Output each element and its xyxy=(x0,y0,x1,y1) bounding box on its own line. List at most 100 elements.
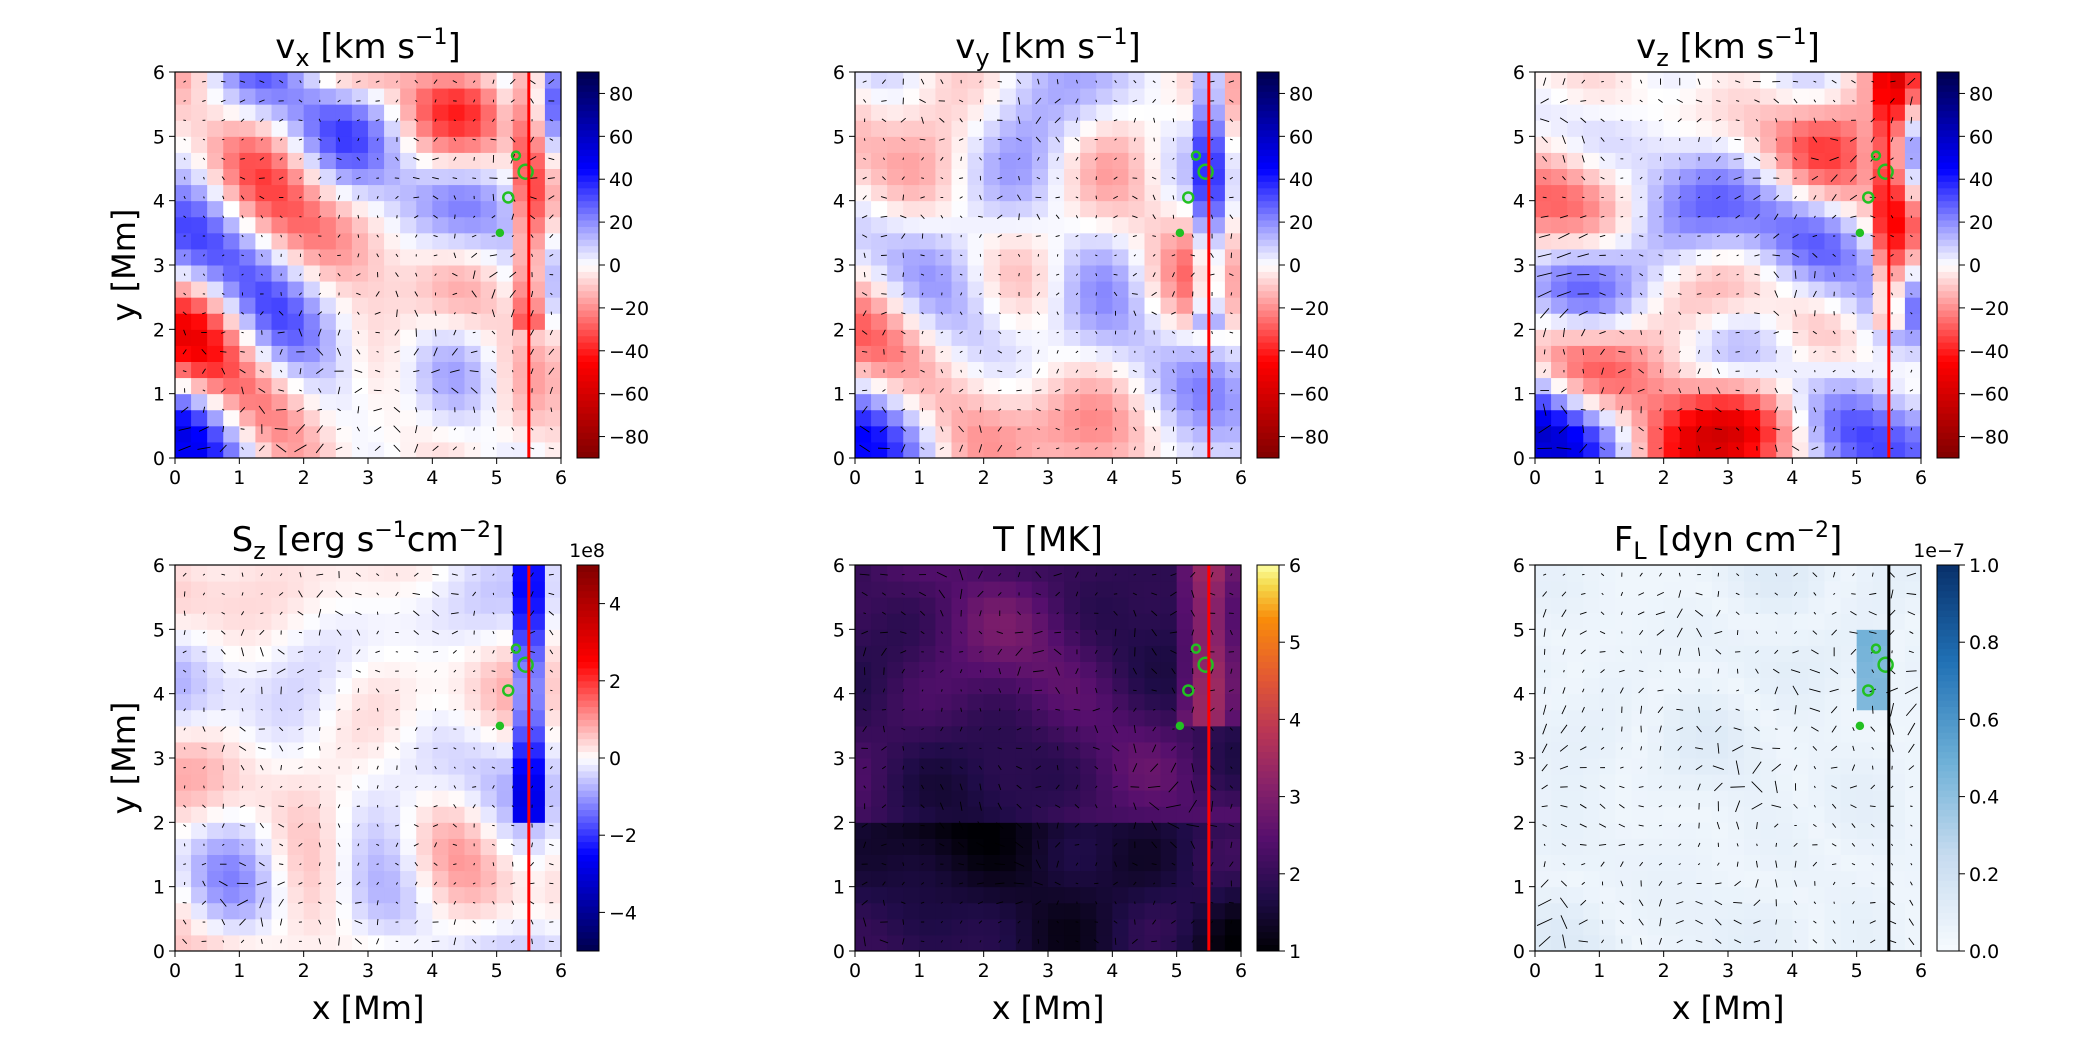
y-tick-label: 3 xyxy=(1513,255,1525,277)
x-tick-label: 6 xyxy=(1235,960,1247,982)
heatmap-cells xyxy=(855,565,1242,952)
x-tick-label: 1 xyxy=(233,960,245,982)
colorbar-tick-label: 40 xyxy=(1969,169,1993,191)
colorbar: 0.0 0.2 0.4 0.6 0.8 1.01e−7 xyxy=(1913,540,1999,963)
colorbar-tick-label: 1 xyxy=(1289,941,1301,963)
x-tick-label: 0 xyxy=(169,467,181,489)
colorbar-tick-label: 60 xyxy=(609,126,633,148)
panel-title: vx [km s−1] xyxy=(275,25,460,72)
y-tick-label: 0 xyxy=(1513,448,1525,470)
colorbar-tick-label: 80 xyxy=(1289,83,1313,105)
x-tick-label: 0 xyxy=(849,467,861,489)
x-tick-label: 1 xyxy=(1593,960,1605,982)
y-tick-label: 4 xyxy=(1513,684,1525,706)
colorbar-tick-label: −80 xyxy=(1969,427,2009,449)
y-tick-label: 2 xyxy=(833,319,845,341)
panel-title: FL [dyn cm−2] xyxy=(1614,518,1843,565)
x-tick-label: 1 xyxy=(1593,467,1605,489)
x-tick-label: 4 xyxy=(1786,467,1798,489)
colorbar-tick-label: 0 xyxy=(609,255,621,277)
y-tick-label: 3 xyxy=(153,255,165,277)
heatmap-cells xyxy=(1535,565,1922,952)
x-tick-label: 6 xyxy=(555,960,567,982)
colorbar-tick-label: 0.6 xyxy=(1969,709,1999,731)
colorbar-tick-label: 20 xyxy=(1289,212,1313,234)
y-tick-label: 6 xyxy=(153,62,165,84)
y-tick-label: 5 xyxy=(1513,126,1525,148)
y-tick-label: 2 xyxy=(833,812,845,834)
colorbar: −80 −60 −40 −20 0 20 40 60 80 xyxy=(576,71,649,459)
y-tick-label: 6 xyxy=(833,62,845,84)
panel-5: 0 1 2 3 4 5 6 0 1 2 3 4 5 6 x [Mm] T [MK] 1 2 3 4 5 6 xyxy=(833,520,1301,1027)
colorbar: −80 −60 −40 −20 0 20 40 60 80 xyxy=(1256,71,1329,459)
colorbar-tick-label: 3 xyxy=(1289,787,1301,809)
y-tick-label: 5 xyxy=(153,619,165,641)
x-tick-label: 0 xyxy=(1529,960,1541,982)
x-tick-label: 1 xyxy=(913,467,925,489)
colorbar: −80 −60 −40 −20 0 20 40 60 80 xyxy=(1936,71,2009,459)
colorbar-tick-label: 0 xyxy=(1289,255,1301,277)
y-tick-label: 4 xyxy=(153,191,165,213)
x-tick-label: 1 xyxy=(233,467,245,489)
colorbar: −4 −2 0 2 4 1e8 xyxy=(569,540,637,952)
y-tick-label: 1 xyxy=(1513,384,1525,406)
vector-field xyxy=(1537,77,1916,453)
colorbar-tick-label: −60 xyxy=(1289,384,1329,406)
y-tick-label: 5 xyxy=(833,126,845,148)
x-tick-label: 3 xyxy=(1042,467,1054,489)
colorbar-offset: 1e−7 xyxy=(1913,540,1965,562)
x-tick-label: 6 xyxy=(1915,960,1927,982)
y-tick-label: 0 xyxy=(153,941,165,963)
colorbar-tick-label: −20 xyxy=(1289,298,1329,320)
x-tick-label: 0 xyxy=(169,960,181,982)
panel-title: T [MK] xyxy=(992,520,1103,560)
x-tick-label: 3 xyxy=(1722,960,1734,982)
panel-title: vy [km s−1] xyxy=(955,25,1140,72)
y-tick-label: 3 xyxy=(1513,748,1525,770)
colorbar-tick-label: 0 xyxy=(1969,255,1981,277)
y-tick-label: 3 xyxy=(153,748,165,770)
green-contours xyxy=(1855,643,1894,731)
y-tick-label: 4 xyxy=(1513,191,1525,213)
colorbar-tick-label: −80 xyxy=(1289,427,1329,449)
colorbar-tick-label: 1.0 xyxy=(1969,555,1999,577)
y-tick-label: 0 xyxy=(1513,941,1525,963)
colorbar-tick-label: −40 xyxy=(1289,341,1329,363)
colorbar: 1 2 3 4 5 6 xyxy=(1256,555,1301,963)
x-tick-label: 6 xyxy=(1915,467,1927,489)
x-axis-label: x [Mm] xyxy=(312,989,425,1027)
x-tick-label: 4 xyxy=(426,960,438,982)
panel-4: 0 1 2 3 4 5 6 0 1 2 3 4 5 6 y [Mm] x [Mm] Sz [erg s−1cm−… xyxy=(105,518,637,1027)
green-contours xyxy=(495,643,534,731)
heatmap-cells xyxy=(855,72,1242,459)
vector-field xyxy=(859,78,1235,453)
y-tick-label: 0 xyxy=(833,941,845,963)
y-tick-label: 2 xyxy=(153,319,165,341)
green-contours xyxy=(1855,150,1894,238)
colorbar-tick-label: −60 xyxy=(609,384,649,406)
x-tick-label: 3 xyxy=(1042,960,1054,982)
x-tick-label: 4 xyxy=(1106,960,1118,982)
green-contours xyxy=(1175,150,1214,238)
x-axis-label: x [Mm] xyxy=(992,989,1105,1027)
x-tick-label: 2 xyxy=(978,960,990,982)
y-tick-label: 0 xyxy=(833,448,845,470)
colorbar-tick-label: 0 xyxy=(609,748,621,770)
colorbar-tick-label: −40 xyxy=(609,341,649,363)
y-tick-label: 4 xyxy=(153,684,165,706)
colorbar-offset: 1e8 xyxy=(569,540,605,562)
colorbar-tick-label: −80 xyxy=(609,427,649,449)
x-tick-label: 4 xyxy=(1106,467,1118,489)
x-tick-label: 0 xyxy=(849,960,861,982)
colorbar-tick-label: 20 xyxy=(1969,212,1993,234)
x-tick-label: 5 xyxy=(491,467,503,489)
x-tick-label: 4 xyxy=(426,467,438,489)
x-tick-label: 4 xyxy=(1786,960,1798,982)
colorbar-tick-label: 0.2 xyxy=(1969,864,1999,886)
green-contours xyxy=(495,150,534,238)
y-tick-label: 4 xyxy=(833,191,845,213)
x-tick-label: 2 xyxy=(1658,960,1670,982)
